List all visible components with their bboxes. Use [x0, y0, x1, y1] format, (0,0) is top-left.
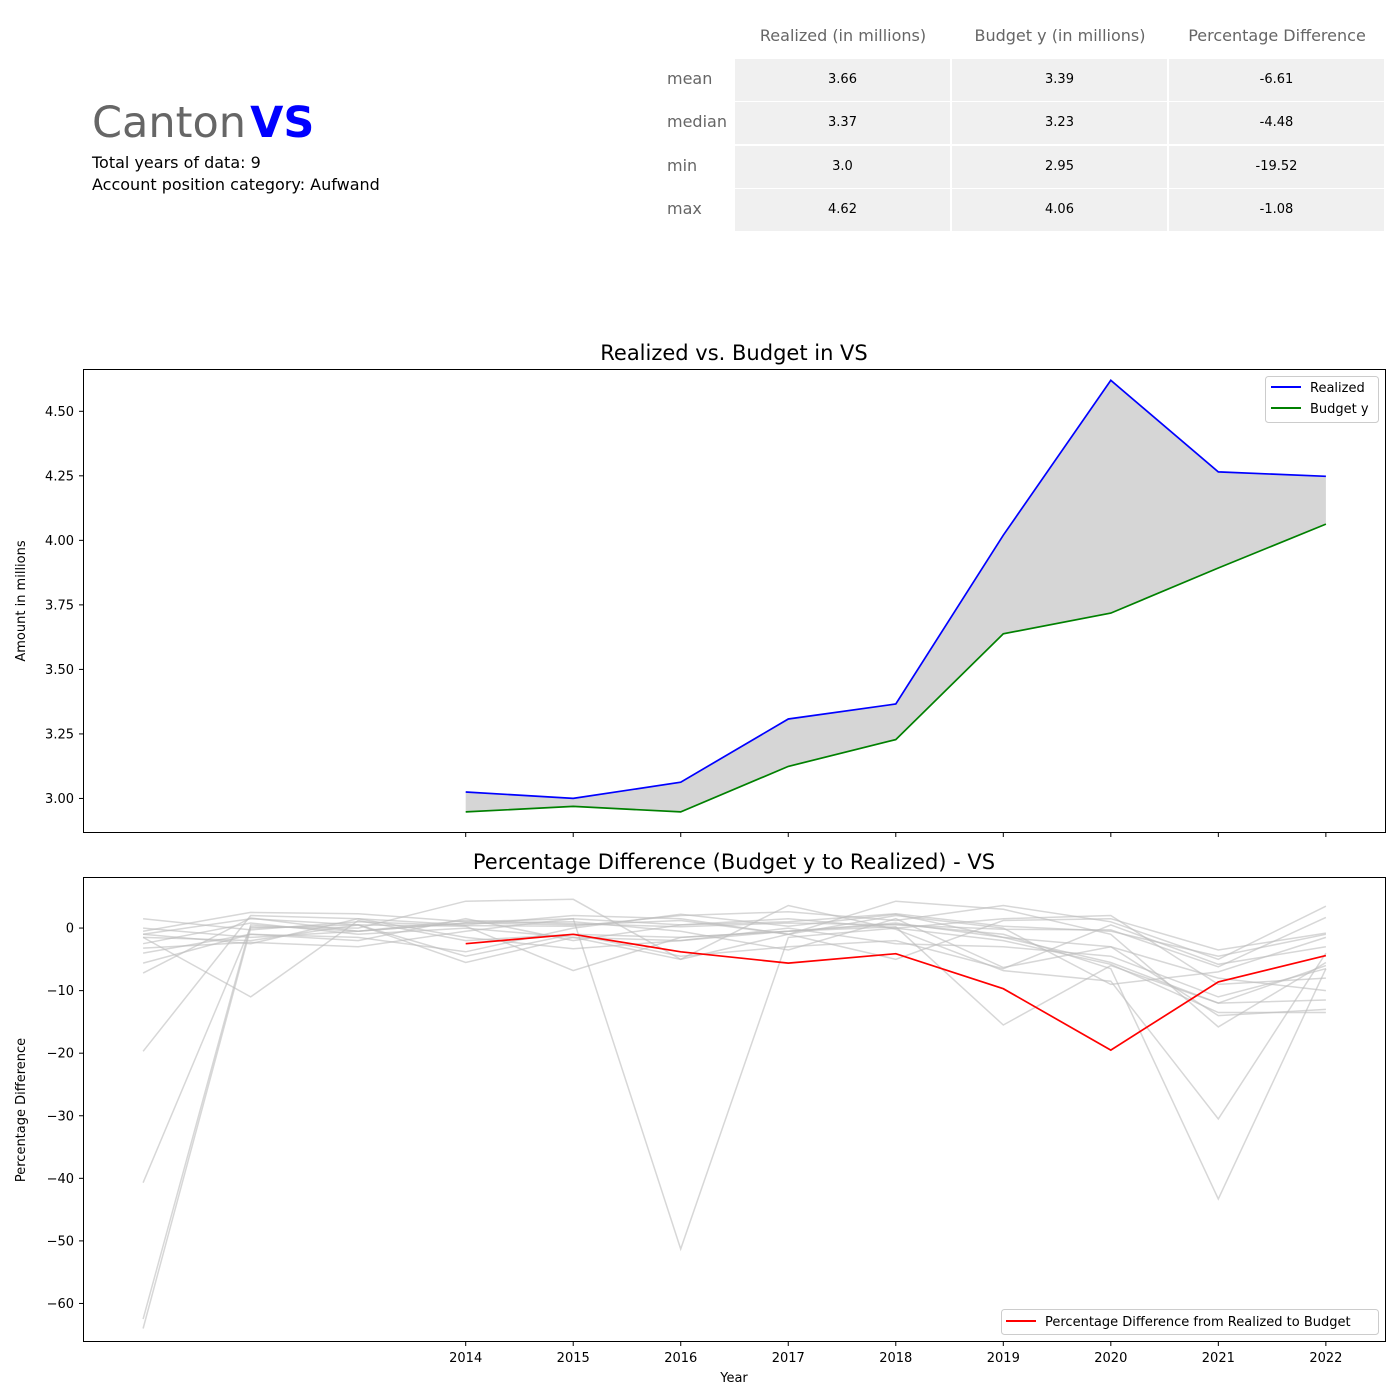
canton-title: CantonVS — [92, 98, 314, 148]
stats-cell: 3.39 — [952, 59, 1167, 101]
chart1-fill-area — [465, 380, 1326, 812]
legend-label-pct: Percentage Difference from Realized to B… — [1045, 1315, 1351, 1330]
chart1-legend: Realized Budget y — [1265, 376, 1379, 423]
stats-cell: 4.06 — [952, 189, 1167, 231]
background-canton-line — [142, 914, 1327, 986]
chart2-title: Percentage Difference (Budget y to Reali… — [473, 850, 995, 874]
chart1-title: Realized vs. Budget in VS — [600, 341, 868, 365]
chart2-frame — [83, 877, 1386, 1342]
chart2-background-lines — [142, 898, 1327, 1329]
chart2-lines — [465, 933, 1327, 1052]
y-tick-label: 4.25 — [45, 469, 74, 484]
y-tick-label: 3.75 — [45, 598, 74, 613]
y-tick-label: 3.25 — [45, 727, 74, 742]
fill-between-area — [465, 380, 1326, 812]
x-tick-label: 2017 — [772, 1351, 805, 1366]
stats-cell: -6.61 — [1169, 59, 1384, 101]
stats-column-header: Percentage Difference — [1188, 26, 1366, 45]
stats-cell: 3.0 — [735, 146, 950, 188]
chart1-lines — [465, 379, 1327, 813]
legend-label-budget: Budget y — [1310, 402, 1369, 417]
y-tick-label: −50 — [47, 1234, 74, 1249]
background-canton-line — [142, 914, 1326, 986]
stats-cell: 3.37 — [735, 102, 950, 144]
background-canton-line — [142, 923, 1327, 1329]
chart1-x-ticks — [465, 832, 1327, 837]
y-tick-label: 4.00 — [45, 534, 74, 549]
background-canton-line — [142, 913, 1326, 1004]
background-canton-line — [143, 924, 1327, 970]
chart2-y-axis: 0 −10 −20 −30 −40 −50 −60 — [47, 922, 84, 1312]
y-tick-label: 3.50 — [45, 663, 74, 678]
background-canton-line — [142, 917, 1327, 998]
chart2-legend-box — [1001, 1309, 1379, 1335]
x-tick-label: 2022 — [1309, 1351, 1342, 1366]
chart2-y-label: Percentage Difference — [14, 1038, 29, 1182]
y-tick-label: 4.50 — [45, 405, 74, 420]
y-tick-label: −60 — [47, 1297, 74, 1312]
y-tick-label: −20 — [47, 1047, 74, 1062]
x-tick-label: 2018 — [879, 1351, 912, 1366]
chart2-x-label: Year — [719, 1371, 748, 1386]
x-tick-label: 2020 — [1094, 1351, 1127, 1366]
canton-code: VS — [250, 98, 315, 148]
x-tick-label: 2021 — [1202, 1351, 1235, 1366]
background-canton-line — [143, 914, 1327, 961]
y-tick-label: 3.00 — [45, 792, 74, 807]
chart2-x-axis: 2014 2015 2016 2017 2018 2019 2020 2021 2022 — [449, 1341, 1342, 1366]
stats-row-label: max — [667, 199, 702, 218]
y-tick-label: −40 — [47, 1172, 74, 1187]
x-tick-label: 2015 — [557, 1351, 590, 1366]
y-tick-label: 0 — [66, 922, 74, 937]
stats-cell: -19.52 — [1169, 146, 1384, 188]
stats-row-label: median — [667, 112, 727, 131]
x-tick-label: 2014 — [449, 1351, 482, 1366]
chart1-y-axis: 3.00 3.25 3.50 3.75 4.00 4.25 4.50 — [45, 405, 84, 807]
stats-cell: 3.23 — [952, 102, 1167, 144]
canton-word: Canton — [92, 98, 247, 148]
background-canton-line — [143, 917, 1326, 1252]
total-years-text: Total years of data: 9 — [92, 153, 261, 172]
x-tick-label: 2016 — [664, 1351, 697, 1366]
stats-column-header: Realized (in millions) — [759, 26, 927, 45]
stats-cell: 4.62 — [735, 189, 950, 231]
y-tick-label: −30 — [47, 1109, 74, 1124]
background-canton-line — [142, 898, 1327, 1183]
stats-row-label: mean — [667, 69, 713, 88]
stats-cell: 2.95 — [952, 146, 1167, 188]
pct-difference-line — [465, 933, 1327, 1052]
stats-column-header: Budget y (in millions) — [974, 26, 1146, 45]
stats-cell: -4.48 — [1169, 102, 1384, 144]
stats-row-label: min — [667, 156, 698, 175]
chart1-y-label: Amount in millions — [14, 540, 29, 662]
category-text: Account position category: Aufwand — [92, 175, 380, 194]
stats-cell: 3.66 — [735, 59, 950, 101]
background-canton-line — [142, 916, 1327, 974]
chart2-legend: Percentage Difference from Realized to B… — [1001, 1309, 1379, 1335]
y-tick-label: −10 — [47, 984, 74, 999]
stats-cell: -1.08 — [1169, 189, 1384, 231]
chart1-frame — [83, 369, 1386, 833]
info-block: Total years of data: 9 Account position … — [92, 152, 380, 196]
background-canton-line — [142, 900, 1327, 1320]
realized-line — [465, 379, 1326, 800]
budget-line — [465, 523, 1327, 813]
x-tick-label: 2019 — [987, 1351, 1020, 1366]
legend-label-realized: Realized — [1310, 381, 1365, 396]
